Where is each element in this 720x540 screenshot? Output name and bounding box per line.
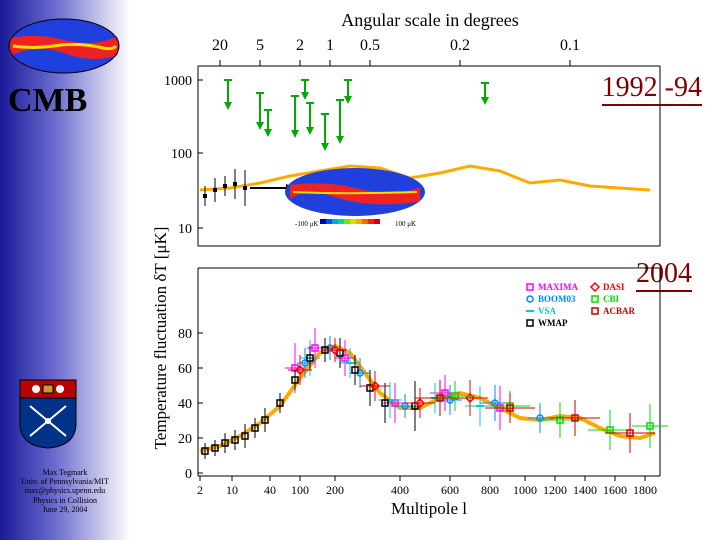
svg-text:10: 10 <box>178 222 192 237</box>
svg-text:Temperature fluctuation δT [μK: Temperature fluctuation δT [μK] <box>151 227 170 450</box>
svg-text:200: 200 <box>326 483 344 497</box>
svg-text:100 μK: 100 μK <box>395 220 416 228</box>
svg-text:0.5: 0.5 <box>360 37 380 54</box>
footer-date: June 29, 2004 <box>2 505 128 514</box>
svg-text:1000: 1000 <box>513 483 537 497</box>
footer-event: Physics in Collision <box>2 496 128 505</box>
svg-text:1: 1 <box>326 37 334 54</box>
page-title: CMB <box>8 82 87 120</box>
svg-text:0.2: 0.2 <box>450 37 470 54</box>
svg-text:ACBAR: ACBAR <box>603 306 636 316</box>
svg-text:DASI: DASI <box>603 282 625 292</box>
svg-text:800: 800 <box>481 483 499 497</box>
svg-text:2: 2 <box>296 37 304 54</box>
footer-attribution: Max Tegmark Univ. of Pennsylvania/MIT ma… <box>2 468 128 514</box>
footer-email: max@physics.upenn.edu <box>2 486 128 495</box>
svg-text:1000: 1000 <box>164 74 192 89</box>
svg-text:Multipole l: Multipole l <box>391 499 467 518</box>
svg-text:2: 2 <box>197 483 203 497</box>
university-shield-icon <box>18 378 78 455</box>
svg-text:100: 100 <box>291 483 309 497</box>
footer-affil: Univ. of Pennsylvania/MIT <box>2 477 128 486</box>
svg-text:400: 400 <box>391 483 409 497</box>
sidebar-gradient <box>0 0 130 540</box>
svg-text:0: 0 <box>185 467 192 482</box>
svg-text:5: 5 <box>256 37 264 54</box>
svg-text:1600: 1600 <box>603 483 627 497</box>
svg-text:60: 60 <box>178 362 192 377</box>
svg-text:40: 40 <box>178 397 192 412</box>
power-spectrum-plot: Angular scale in degrees205210.50.20.1Te… <box>150 8 710 528</box>
svg-text:CBI: CBI <box>603 294 620 304</box>
svg-text:1800: 1800 <box>633 483 657 497</box>
svg-text:WMAP: WMAP <box>538 318 568 328</box>
svg-text:BOOM03: BOOM03 <box>538 294 576 304</box>
svg-text:VSA: VSA <box>538 306 557 316</box>
svg-text:0.1: 0.1 <box>560 37 580 54</box>
svg-text:600: 600 <box>441 483 459 497</box>
svg-text:-100 μK: -100 μK <box>295 220 318 228</box>
cmb-sky-map-icon <box>8 18 120 74</box>
svg-text:1200: 1200 <box>543 483 567 497</box>
svg-text:80: 80 <box>178 327 192 342</box>
svg-text:20: 20 <box>178 432 192 447</box>
footer-name: Max Tegmark <box>2 468 128 477</box>
svg-text:Angular scale in degrees: Angular scale in degrees <box>341 10 518 30</box>
svg-text:10: 10 <box>226 483 238 497</box>
svg-text:MAXIMA: MAXIMA <box>538 282 578 292</box>
svg-text:100: 100 <box>171 147 192 162</box>
svg-text:20: 20 <box>212 37 228 54</box>
svg-text:40: 40 <box>264 483 276 497</box>
svg-text:1400: 1400 <box>573 483 597 497</box>
